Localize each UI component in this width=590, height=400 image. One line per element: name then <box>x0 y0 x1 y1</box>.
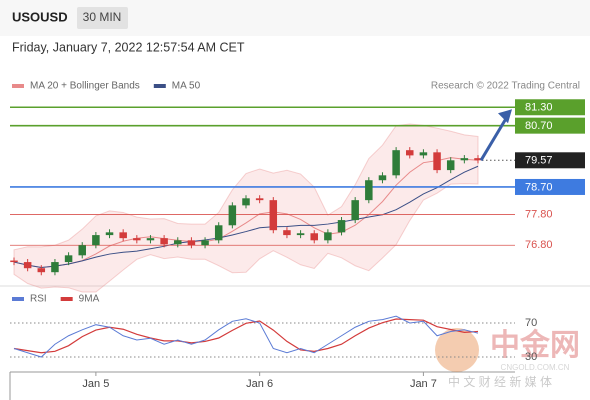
legend-swatch <box>60 297 73 301</box>
rsi-tick-label: 30 <box>525 351 537 363</box>
candle-body <box>242 198 250 206</box>
candle-body <box>119 232 127 239</box>
level-box <box>515 152 585 169</box>
level-label: 80.70 <box>525 120 553 132</box>
candle-body <box>201 240 209 246</box>
watermark-site: CNGOLD.COM.CN <box>501 363 570 372</box>
candle-body <box>187 240 196 246</box>
legend-label: 9MA <box>79 294 100 305</box>
candle-body <box>174 240 182 245</box>
candle-body <box>310 233 318 241</box>
candle-body <box>160 238 168 245</box>
ma20-line <box>13 157 479 268</box>
ma50-line <box>13 165 479 268</box>
datetime: Friday, January 7, 2022 12:57:54 AM CET <box>12 40 245 54</box>
candle-body <box>255 198 264 201</box>
candle-body <box>337 220 346 233</box>
x-tick-label: Jan 6 <box>246 378 273 390</box>
watermark-title: 中金网 <box>490 328 580 362</box>
candle-body <box>460 158 469 161</box>
legend-swatch <box>153 84 166 88</box>
candle-body <box>296 233 305 236</box>
legend-label: MA 20 + Bollinger Bands <box>30 81 140 92</box>
forecast-arrow <box>479 114 510 162</box>
legend-label: MA 50 <box>172 81 201 92</box>
rsi-tick-label: 70 <box>525 317 537 329</box>
candle-body <box>23 262 32 269</box>
candle-body <box>419 152 428 156</box>
candle-body <box>378 175 387 181</box>
rsi-line <box>13 315 479 358</box>
candle-body <box>474 158 482 161</box>
candle-body <box>351 200 359 221</box>
level-box <box>515 99 585 116</box>
candle-body <box>133 238 141 241</box>
x-tick-label: Jan 7 <box>410 378 437 390</box>
legend-swatch <box>12 84 24 88</box>
forecast-arrowhead <box>498 109 512 124</box>
candle-body <box>214 225 223 241</box>
symbol: USOUSD <box>12 9 68 24</box>
watermark-logo <box>435 328 479 372</box>
level-label: 81.30 <box>525 102 553 114</box>
credit: Research © 2022 Trading Central <box>431 81 580 92</box>
legend-label: RSI <box>30 294 47 305</box>
level-label: 77.80 <box>525 208 553 220</box>
level-label: 76.80 <box>525 239 553 251</box>
candle-body <box>92 235 100 246</box>
level-label: 78.70 <box>525 181 553 193</box>
watermark-tagline: 中 文 财 经 新 媒 体 <box>448 374 552 389</box>
rsi-ma-line <box>13 318 479 354</box>
candle-body <box>406 150 414 156</box>
candle-body <box>228 205 237 226</box>
x-tick-label: Jan 5 <box>82 378 109 390</box>
candle-body <box>10 260 18 263</box>
candle-body <box>324 232 332 241</box>
level-label: 79.57 <box>525 155 553 167</box>
candle-body <box>392 150 400 176</box>
candle-body <box>37 268 46 273</box>
legend-swatch <box>12 297 24 301</box>
watermark: 中金网 CNGOLD.COM.CN 中 文 财 经 新 媒 体 <box>435 328 580 389</box>
candle-body <box>146 238 155 241</box>
candle-body <box>78 245 86 256</box>
interval-badge <box>77 7 128 29</box>
candle-body <box>64 255 73 263</box>
level-box <box>515 178 585 195</box>
candle-body <box>446 160 455 171</box>
candle-body <box>433 152 441 171</box>
candle-body <box>269 200 278 231</box>
candle-body <box>51 262 59 273</box>
level-box <box>515 117 585 134</box>
candle-body <box>365 180 373 201</box>
interval: 30 MIN <box>83 10 122 24</box>
candle-body <box>283 230 291 236</box>
candle-body <box>105 232 114 236</box>
